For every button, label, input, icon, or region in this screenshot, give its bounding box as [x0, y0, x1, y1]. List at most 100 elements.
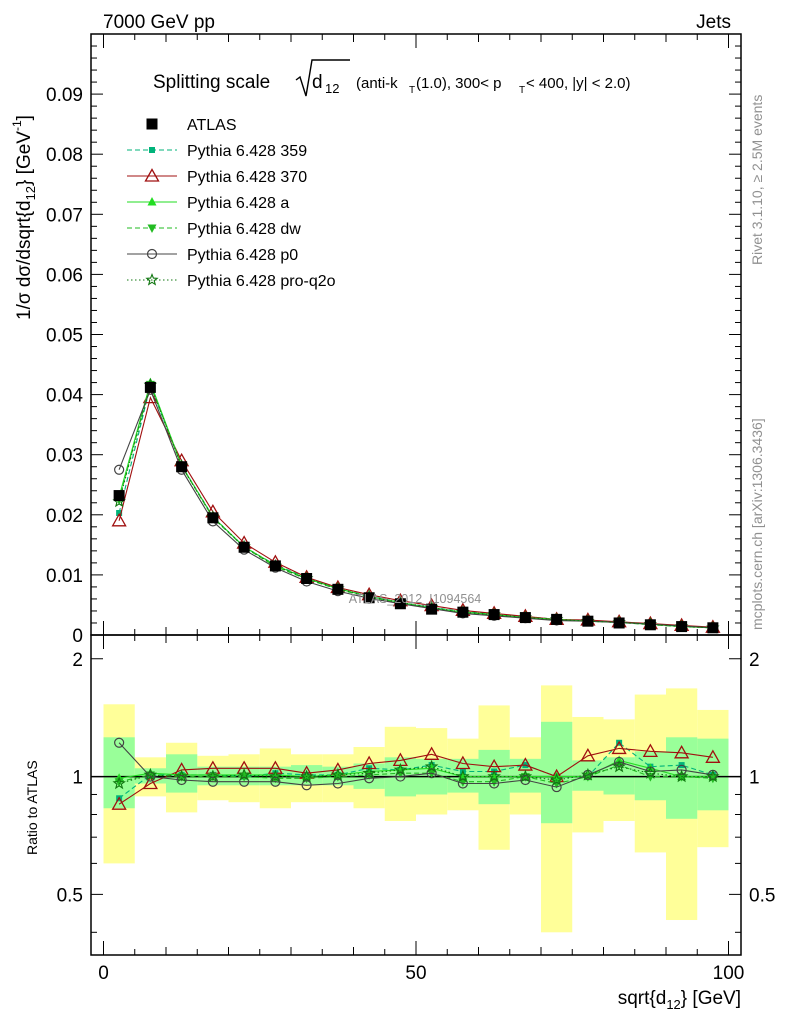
title-sub-t: T: [409, 85, 415, 96]
bottom-point-p370: [611, 740, 627, 755]
bottom-ytick-label-right: 1: [749, 768, 760, 789]
legend-marker-pp0: [146, 248, 158, 260]
top-point-ATLAS: [113, 490, 125, 502]
x-tick-label: 0: [98, 963, 109, 984]
legend-marker-p370: [144, 168, 160, 182]
bottom-point-pp0: [676, 764, 687, 775]
top-ytick-label: 0.01: [46, 566, 83, 587]
top-panel: 0 0.01 0.02 0.03 0.04 0.05 0.06 0.07 0.08 0.09 AT…: [46, 33, 742, 647]
rivet-label: Rivet 3.1.10, ≥ 2.5M events: [749, 95, 765, 265]
bottom-point-pq2o: [424, 759, 439, 773]
legend-item-ATLAS: ATLAS: [146, 117, 237, 134]
top-point-ATLAS: [238, 541, 250, 553]
bottom-point-pp0: [301, 780, 312, 791]
bottom-point-pq2o: [268, 769, 283, 783]
bottom-point-pq2o: [393, 762, 408, 776]
bottom-point-pq2o: [362, 766, 376, 779]
legend-label: Pythia 6.428 a: [187, 195, 289, 212]
bottom-point-pp0: [520, 774, 531, 786]
top-point-p370: [111, 512, 127, 527]
top-ytick-label: 0.04: [46, 386, 83, 407]
bottom-point-pq2o: [674, 769, 689, 783]
title-sub-mid: (1.0), 300< p: [416, 75, 501, 92]
top-ytick-label: 0.03: [46, 446, 83, 467]
bottom-ytick-label-right: 2: [749, 650, 760, 671]
bottom-point-pq2o: [581, 767, 595, 781]
bottom-point-pq2o: [237, 767, 251, 781]
legend-marker-pa: [147, 197, 157, 206]
top-point-ATLAS: [519, 612, 531, 624]
bottom-point-pdw: [427, 769, 437, 779]
x-tick-label: 100: [713, 963, 745, 984]
bottom-point-pp0: [145, 771, 156, 782]
x-axis-label: sqrt{d12} [GeV]: [618, 988, 741, 1012]
legend-item-pq2o: Pythia 6.428 pro-q2o: [127, 272, 336, 290]
top-point-ATLAS: [269, 560, 281, 572]
legend-label: Pythia 6.428 dw: [187, 221, 301, 238]
header-right: Jets: [696, 12, 731, 33]
legend-marker-ATLAS: [146, 118, 158, 130]
bottom-point-pp0: [207, 776, 218, 787]
top-ytick-label: 0.07: [46, 205, 83, 226]
top-point-ATLAS: [207, 512, 219, 524]
bottom-point-pdw: [114, 778, 124, 787]
legend-label: Pythia 6.428 370: [187, 169, 307, 186]
x-tick-label: 50: [405, 963, 426, 984]
y-axis-label-top: 1/σ dσ/dsqrt{d12} [GeV-1]: [10, 115, 38, 320]
svg-text:1/σ dσ/dsqrt{d12} [GeV-1]: 1/σ dσ/dsqrt{d12} [GeV-1]: [10, 115, 38, 320]
bottom-point-p370: [642, 743, 658, 757]
bottom-ytick-label-left: 2: [72, 650, 83, 671]
legend-marker-pq2o: [145, 272, 159, 286]
top-point-ATLAS: [613, 617, 625, 629]
top-point-ATLAS: [426, 603, 438, 615]
sqrt-sign: [295, 59, 350, 97]
top-ytick-label: 0.08: [46, 145, 83, 166]
top-point-ATLAS: [551, 613, 563, 625]
bottom-point-pq2o: [706, 769, 720, 783]
legend: ATLAS Pythia 6.428 359 Pythia 6.428 370 Pyt…: [127, 117, 336, 290]
bottom-point-p370: [705, 749, 721, 763]
bottom-point-pp0: [364, 773, 375, 784]
bottom-point-pq2o: [612, 759, 626, 773]
legend-marker-p359: [149, 147, 155, 153]
bottom-point-p370: [674, 744, 690, 759]
bottom-line-p370: [118, 747, 713, 805]
mcplots-label: mcplots.cern.ch [arXiv:1306.3436]: [749, 418, 765, 630]
bottom-point-pp0: [332, 778, 343, 789]
legend-item-p359: Pythia 6.428 359: [127, 143, 307, 160]
svg-text:sqrt{d12} [GeV]: sqrt{d12} [GeV]: [618, 988, 741, 1012]
bottom-point-pq2o: [143, 767, 158, 781]
bottom-point-pq2o: [518, 769, 533, 783]
top-point-ATLAS: [488, 609, 500, 621]
bottom-point-pq2o: [112, 776, 126, 790]
legend-item-pdw: Pythia 6.428 dw: [127, 221, 301, 238]
legend-label: Pythia 6.428 pro-q2o: [187, 273, 336, 290]
top-point-ATLAS: [332, 583, 344, 595]
bottom-ytick-label-right: 0.5: [749, 885, 775, 906]
bottom-point-p370: [111, 796, 127, 810]
top-point-ATLAS: [676, 621, 688, 633]
bottom-point-pq2o: [487, 769, 501, 783]
top-point-ATLAS: [644, 619, 656, 631]
top-point-ATLAS: [394, 598, 406, 610]
y-axis-label-bottom: Ratio to ATLAS: [24, 760, 40, 855]
legend-label: Pythia 6.428 359: [187, 143, 307, 160]
watermark: ATLAS_2012_I1094564: [349, 592, 482, 606]
top-ytick-label: 0.05: [46, 326, 83, 347]
bottom-point-pp0: [114, 737, 125, 748]
bottom-point-pq2o: [643, 766, 658, 779]
title-sub: (anti-k: [356, 75, 398, 92]
bottom-point-pq2o: [331, 767, 345, 781]
legend-item-pp0: Pythia 6.428 p0: [127, 247, 298, 264]
bottom-point-p370: [580, 747, 596, 762]
title-sub-t2: T: [519, 85, 525, 96]
top-point-ATLAS: [144, 381, 156, 393]
legend-marker-pdw: [147, 224, 157, 233]
legend-item-p370: Pythia 6.428 370: [127, 168, 307, 186]
top-ytick-label: 0: [72, 626, 83, 647]
legend-label: ATLAS: [187, 117, 237, 134]
title-sub-end: < 400, |y| < 2.0): [526, 75, 631, 92]
title-d-sub: 12: [325, 81, 339, 96]
header-left: 7000 GeV pp: [103, 12, 215, 33]
